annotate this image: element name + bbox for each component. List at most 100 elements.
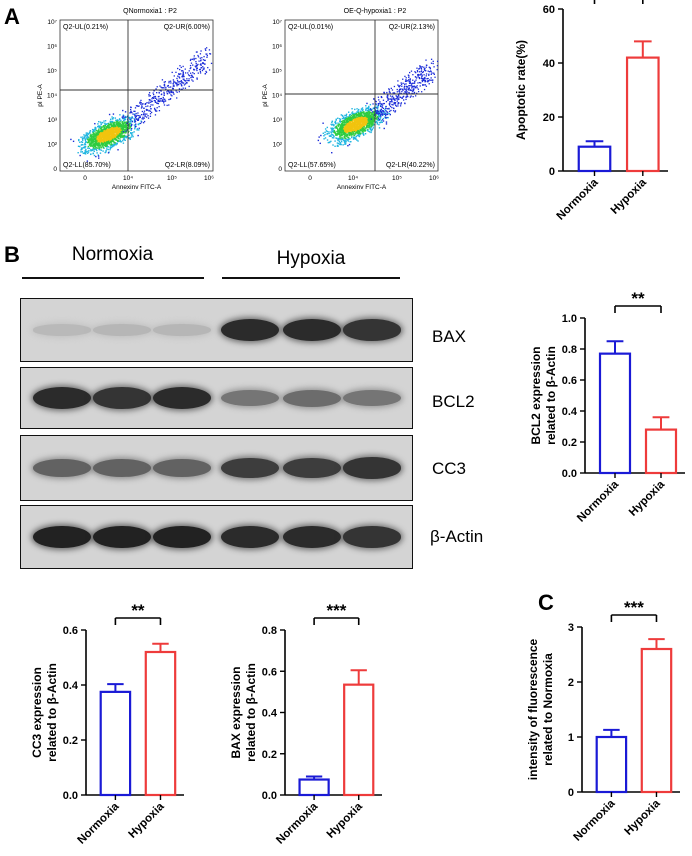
event-dot <box>378 123 380 126</box>
event-dot <box>348 117 351 120</box>
event-dot <box>425 75 427 77</box>
event-dot <box>199 53 202 55</box>
event-dot <box>158 98 160 100</box>
event-dot <box>329 135 331 138</box>
event-dot <box>97 123 99 125</box>
event-dot <box>118 118 121 120</box>
event-dot <box>346 120 348 122</box>
event-dot <box>118 125 120 127</box>
event-dot <box>410 83 413 85</box>
event-dot <box>355 121 357 123</box>
event-dot <box>331 128 334 131</box>
event-dot <box>356 128 358 131</box>
event-dot <box>124 136 126 138</box>
event-dot <box>81 148 83 150</box>
event-dot <box>377 108 379 110</box>
event-dot <box>101 144 103 146</box>
event-dot <box>371 111 374 113</box>
event-dot <box>111 116 113 118</box>
event-dot <box>355 120 358 122</box>
event-dot <box>417 82 419 84</box>
blot-band <box>343 457 401 479</box>
event-dot <box>112 130 114 132</box>
event-dot <box>128 130 130 133</box>
event-dot <box>379 115 382 117</box>
event-dot <box>369 129 372 131</box>
quadrant-label-ll: Q2-LL(57.65%) <box>288 162 336 169</box>
event-dot <box>140 121 143 123</box>
event-dot <box>98 144 100 146</box>
protein-label-bcl2: BCL2 <box>432 392 475 411</box>
event-dot <box>109 120 111 123</box>
event-dot <box>365 112 367 114</box>
event-dot <box>364 114 366 116</box>
event-dot <box>358 135 361 138</box>
significance-stars: *** <box>326 601 346 620</box>
event-dot <box>141 110 144 113</box>
event-dot <box>340 126 343 129</box>
event-dot <box>152 104 154 106</box>
event-dot <box>134 119 136 121</box>
event-dot <box>427 80 430 82</box>
event-dot <box>124 139 126 141</box>
event-dot <box>96 140 98 142</box>
event-dot <box>326 130 328 133</box>
event-dot <box>137 119 139 121</box>
event-dot <box>349 116 352 118</box>
event-dot <box>365 127 367 129</box>
event-dot <box>370 117 373 119</box>
event-dot <box>383 91 385 94</box>
event-dot <box>160 86 162 88</box>
event-dot <box>134 110 136 113</box>
event-dot <box>179 65 181 67</box>
event-dot <box>106 143 108 145</box>
event-dot <box>336 134 338 136</box>
event-dot <box>83 146 86 148</box>
event-dot <box>84 139 87 142</box>
event-dot <box>319 142 321 145</box>
event-dot <box>155 97 157 99</box>
event-dot <box>339 119 341 122</box>
event-dot <box>108 127 110 129</box>
event-dot <box>337 138 339 140</box>
event-dot <box>93 130 95 132</box>
event-dot <box>97 140 99 142</box>
event-dot <box>330 123 332 126</box>
event-dot <box>391 101 393 103</box>
event-dot <box>340 143 342 146</box>
event-dot <box>388 107 390 110</box>
event-dot <box>86 135 89 137</box>
event-dot <box>109 144 112 146</box>
event-dot <box>427 81 429 83</box>
event-dot <box>128 128 130 130</box>
event-dot <box>114 117 117 119</box>
event-dot <box>113 131 115 133</box>
bar <box>598 352 632 475</box>
event-dot <box>87 139 89 141</box>
event-dot <box>362 118 364 121</box>
event-dot <box>108 135 111 138</box>
event-dot <box>384 112 387 114</box>
event-dot <box>109 118 112 121</box>
event-dot <box>113 128 116 131</box>
event-dot <box>340 120 343 123</box>
event-dot <box>195 57 197 60</box>
event-dot <box>432 79 434 81</box>
event-dot <box>353 119 356 122</box>
event-dot <box>380 108 383 110</box>
event-dot <box>187 79 189 82</box>
y-tick-label: 0.0 <box>262 790 277 802</box>
event-dot <box>345 120 348 123</box>
x-tick-label: 10⁵ <box>392 175 402 182</box>
event-dot <box>344 133 346 136</box>
flow-scatter: Q2-UL(0.01%) Q2-UR(2.13%)Q2-LL(57.65%) Q2-… <box>262 19 439 191</box>
y-tick-label: 10² <box>48 142 58 149</box>
event-dot <box>345 134 347 137</box>
event-dot <box>382 110 384 112</box>
event-dot <box>122 135 125 138</box>
event-dot <box>166 92 168 95</box>
event-dot <box>378 119 380 122</box>
event-dot <box>356 116 358 119</box>
event-dot <box>105 138 108 140</box>
event-dot <box>183 79 186 82</box>
